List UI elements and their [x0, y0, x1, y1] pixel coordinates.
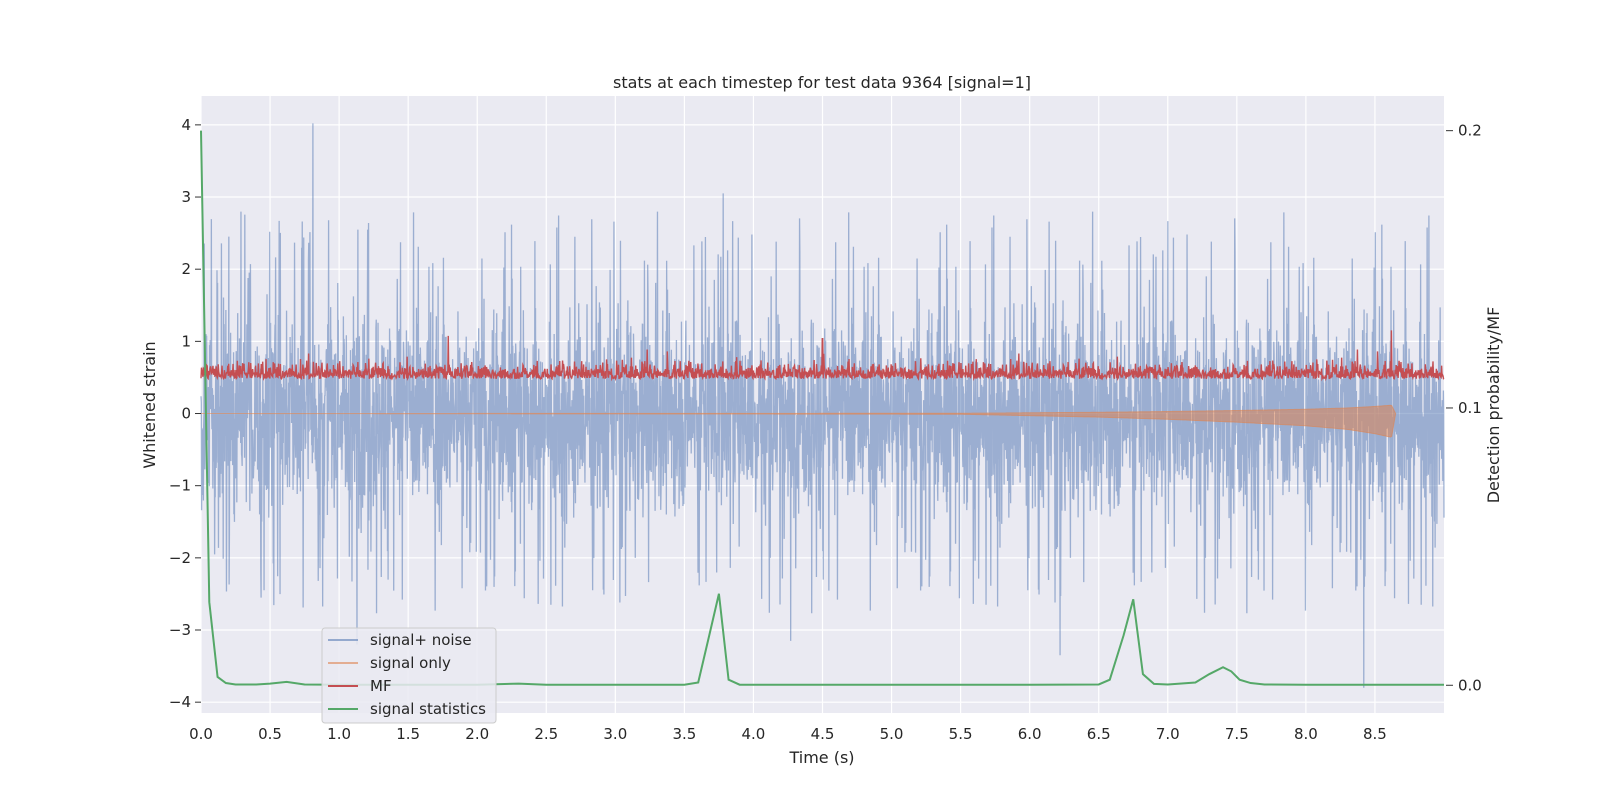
y-tick-label-left: −2 [169, 549, 191, 567]
y-tick-label-right: 0.0 [1458, 676, 1482, 694]
legend-box [321, 627, 497, 724]
x-tick-label: 1.5 [396, 725, 420, 743]
y-tick-label-left: 1 [181, 332, 191, 350]
legend-label-mf: MF [370, 677, 392, 695]
x-tick-label: 8.5 [1363, 725, 1387, 743]
x-tick-label: 3.5 [672, 725, 696, 743]
x-tick-label: 0.5 [258, 725, 282, 743]
x-axis-label: Time (s) [788, 748, 854, 767]
x-tick-label: 2.5 [534, 725, 558, 743]
x-tick-label: 5.0 [880, 725, 904, 743]
y-tick-label-left: 4 [181, 116, 191, 134]
x-tick-label: 6.5 [1087, 725, 1111, 743]
signal-only-line [201, 404, 1397, 438]
x-tick-label: 1.0 [327, 725, 351, 743]
series-signal-only [201, 404, 1397, 438]
y-axis-label-right: Detection probability/MF [1484, 307, 1503, 504]
y-tick-label-right: 0.1 [1458, 399, 1482, 417]
mf-line [200, 330, 1445, 382]
x-tick-label: 3.0 [603, 725, 627, 743]
series-mf [200, 330, 1445, 382]
legend: signal+ noise signal only MF signal stat… [321, 627, 497, 724]
signal-statistics-line [200, 130, 1444, 686]
x-tick-label: 0.0 [189, 725, 213, 743]
x-tick-label: 7.0 [1156, 725, 1180, 743]
x-tick-label: 4.5 [811, 725, 835, 743]
y-tick-label-right: 0.2 [1458, 122, 1482, 140]
x-tick-label: 8.0 [1294, 725, 1318, 743]
y-tick-label-left: −4 [169, 693, 191, 711]
y-tick-label-left: 2 [181, 260, 191, 278]
y-tick-label-left: 3 [181, 188, 191, 206]
x-tick-label: 4.0 [742, 725, 766, 743]
chart-title: stats at each timestep for test data 936… [613, 73, 1031, 92]
y-axis-label-left: Whitened strain [140, 341, 159, 468]
x-tick-label: 7.5 [1225, 725, 1249, 743]
x-tick-label: 2.0 [465, 725, 489, 743]
y-tick-label-left: −1 [169, 477, 191, 495]
y-tick-label-left: 0 [181, 405, 191, 423]
y-tick-label-left: −3 [169, 621, 191, 639]
legend-label-signal-only: signal only [370, 654, 451, 672]
axes: 0.0 0.5 1.0 1.5 2.0 2.5 3.0 3.5 4.0 4.5 5.0 5.5 6.0 6… [169, 116, 1482, 743]
series-signal-statistics [200, 130, 1444, 686]
x-tick-label: 6.0 [1018, 725, 1042, 743]
legend-label-signal-noise: signal+ noise [370, 631, 472, 649]
legend-label-signal-statistics: signal statistics [370, 700, 486, 718]
x-tick-label: 5.5 [949, 725, 973, 743]
